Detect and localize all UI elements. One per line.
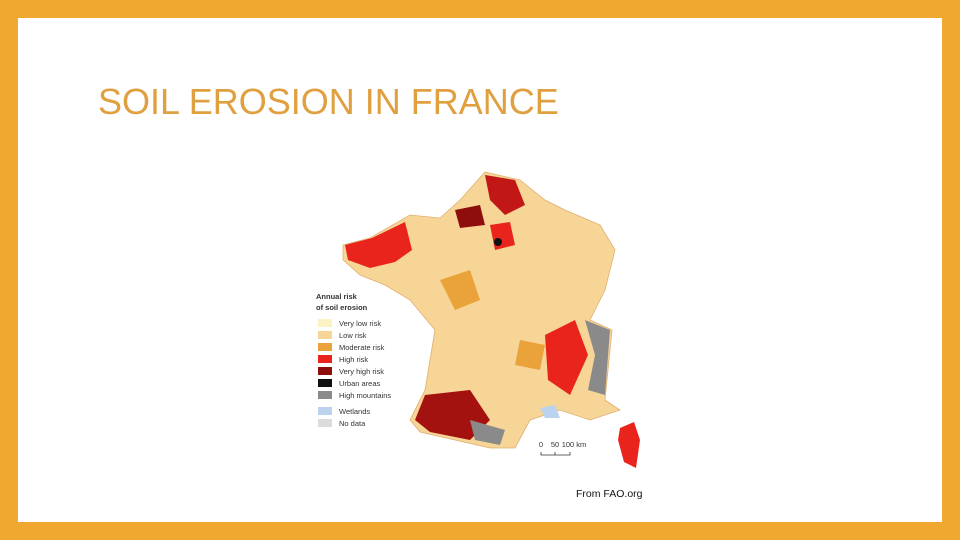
legend-label: High mountains bbox=[339, 391, 391, 400]
legend-swatch bbox=[318, 407, 332, 415]
legend-label: Low risk bbox=[339, 331, 367, 340]
credit: From FAO.org bbox=[576, 488, 643, 500]
scale-label: 0 bbox=[539, 440, 543, 449]
legend-label: Moderate risk bbox=[339, 343, 385, 352]
legend-swatch bbox=[318, 391, 332, 399]
legend-swatch bbox=[318, 331, 332, 339]
slide-title: SOIL EROSION IN FRANCE bbox=[98, 81, 559, 122]
legend-label: Very low risk bbox=[339, 319, 381, 328]
legend-swatch bbox=[318, 319, 332, 327]
legend-title: Annual risk bbox=[316, 292, 358, 301]
scale-label: 100 km bbox=[562, 440, 587, 449]
scale-bar: 0 50 100 km bbox=[539, 440, 587, 456]
legend-swatch bbox=[318, 367, 332, 375]
legend-swatch bbox=[318, 419, 332, 427]
legend-label: Wetlands bbox=[339, 407, 370, 416]
legend-label: High risk bbox=[339, 355, 368, 364]
france-map bbox=[342, 171, 640, 468]
scale-label: 50 bbox=[551, 440, 559, 449]
legend-swatch bbox=[318, 355, 332, 363]
legend-label: Very high risk bbox=[339, 367, 384, 376]
legend: Annual risk of soil erosion Very low ris… bbox=[316, 292, 391, 428]
legend-swatch bbox=[318, 379, 332, 387]
legend-label: Urban areas bbox=[339, 379, 381, 388]
legend-swatch bbox=[318, 343, 332, 351]
legend-title: of soil erosion bbox=[316, 303, 368, 312]
legend-label: No data bbox=[339, 419, 366, 428]
